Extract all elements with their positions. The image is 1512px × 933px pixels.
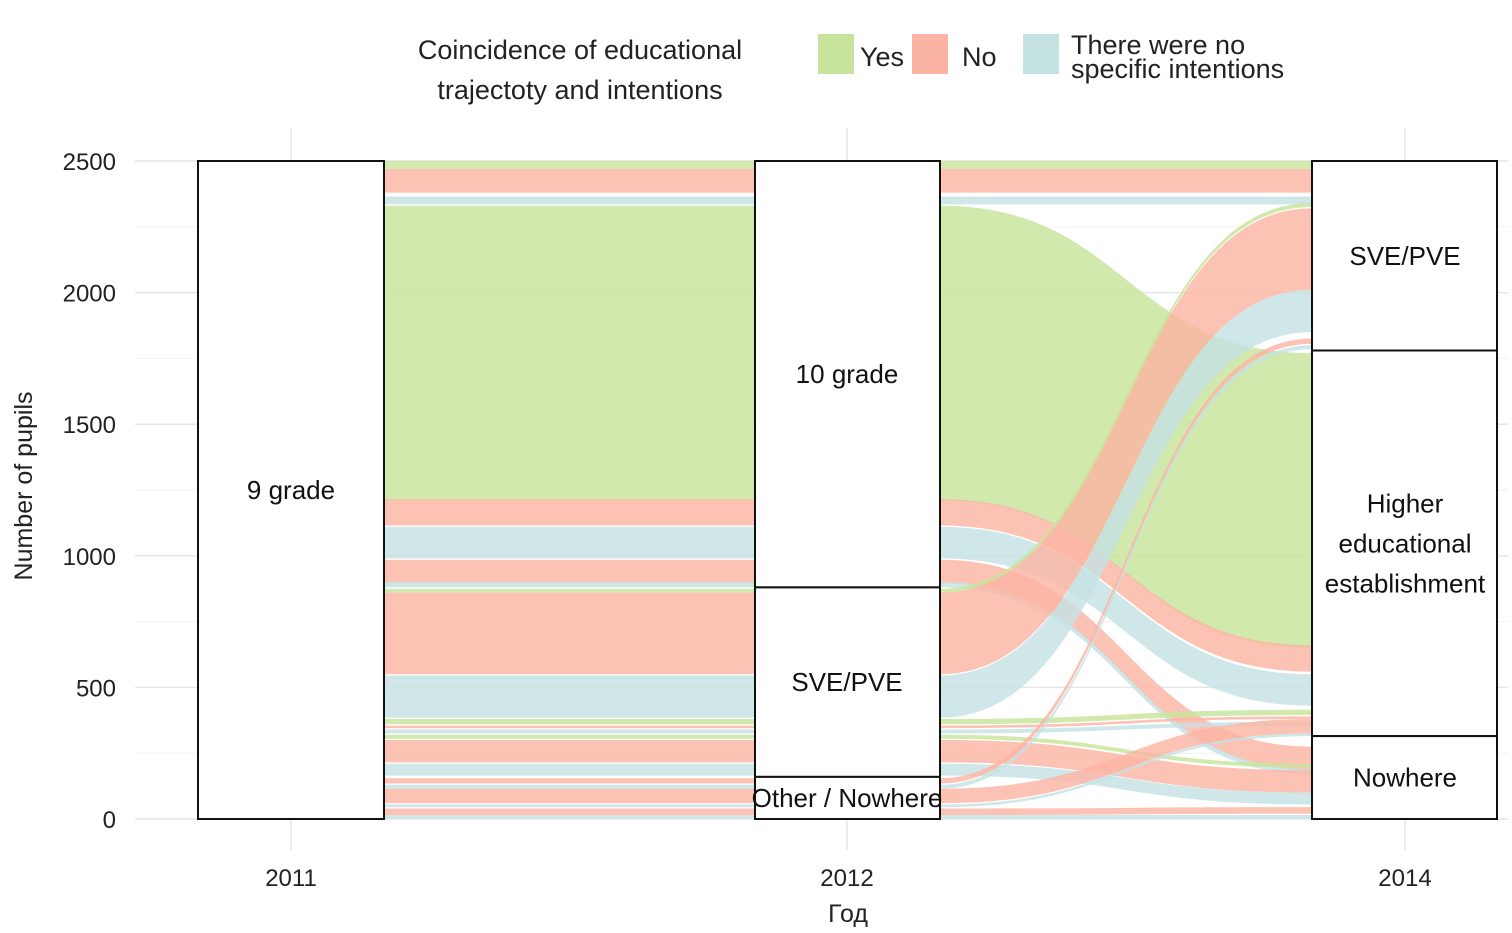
legend-swatch-yes [818,34,854,74]
y-tick-label: 2000 [63,281,116,308]
flow-no-segment-2 [940,499,1312,672]
y-tick-label: 500 [76,675,116,702]
legend-label-no: No [962,42,997,72]
flow-none-segment-1 [384,804,755,808]
stratum-label: Nowhere [1353,763,1457,793]
flow-no-segment-1 [384,778,755,784]
flow-none-segment-2 [940,196,1312,205]
flow-no-segment-2 [940,807,1312,816]
flow-no-segment-1 [384,725,755,729]
stratum-label: educational [1339,528,1472,558]
stratum-label: SVE/PVE [1349,241,1460,271]
flow-no-segment-1 [384,592,755,675]
flow-no-segment-2 [940,559,1312,771]
flow-none-segment-2 [940,763,1312,805]
legend-title-line-2: trajectoty and intentions [437,75,722,105]
flow-no-segment-1 [384,740,755,763]
y-tick-label: 0 [103,807,116,834]
stratum-label: Higher [1367,488,1444,518]
flow-none-segment-2 [940,582,1312,775]
flow-no-segment-2 [940,208,1312,675]
x-axis-ticks: 2011 2012 2014 [265,865,1432,892]
y-axis-ticks: 0 500 1000 1500 2000 2500 [63,149,116,834]
stratum-label: SVE/PVE [791,667,902,697]
flow-no-segment-2 [940,168,1312,193]
flow-none-segment-2 [940,345,1312,789]
legend-title-line-1: Coincidence of educational [418,35,742,65]
stratum-box [754,775,941,820]
stratum-label: 9 grade [247,475,335,505]
stratum-box [1311,735,1498,820]
y-tick-label: 1000 [63,544,116,571]
flow-none-segment-1 [384,582,755,588]
flow-no-segment-2 [940,716,1312,729]
flow-none-segment-1 [384,729,755,734]
y-tick-label: 1500 [63,412,116,439]
flow-no-segment-2 [940,718,1312,804]
legend-label-none: There were no [1071,30,1245,60]
y-tick-label: 2500 [63,149,116,176]
flow-none-segment-2 [940,815,1312,819]
flow-yes-segment-1 [384,161,755,169]
flow-yes-segment-2 [940,203,1312,593]
flow-none-segment-2 [940,733,1312,808]
stratum-box [754,160,941,589]
flow-yes-segment-2 [940,734,1312,768]
flow-none-segment-1 [384,815,755,819]
stratum-box [1311,349,1498,738]
legend: Coincidence of educational trajectoty an… [418,30,1284,105]
legend-label-yes: Yes [860,42,904,72]
stratum-label: Other / Nowhere [752,783,943,813]
flow-no-segment-1 [384,788,755,804]
flow-yes-segment-1 [384,718,755,725]
legend-label-none: specific intentions [1071,54,1284,84]
stratum-box [754,586,941,778]
legend-swatch-no [912,34,948,74]
flow-yes-segment-1 [384,588,755,593]
legend-swatch-none [1023,34,1059,74]
flow-none-segment-2 [940,289,1312,718]
flow-no-segment-1 [384,499,755,526]
stratum-label: 10 grade [796,359,899,389]
flow-no-segment-2 [940,338,1312,784]
stratum-box [197,160,385,820]
stratum-box [1311,160,1498,352]
flow-none-segment-1 [384,526,755,559]
flow-no-segment-1 [384,168,755,193]
flow-none-segment-1 [384,196,755,205]
flow-none-segment-2 [940,721,1312,734]
flow-no-segment-1 [384,559,755,584]
x-tick-label: 2011 [265,865,317,892]
flow-no-segment-1 [384,808,755,816]
strata: 9 grade 10 grade SVE/PVE Other / Nowhere SVE… [197,160,1498,820]
flow-yes-segment-2 [940,709,1312,725]
x-axis-label: Год [828,900,868,928]
stratum-label: establishment [1325,568,1486,598]
flow-yes-segment-2 [940,161,1312,169]
flow-none-segment-1 [384,675,755,718]
flow-none-segment-1 [384,784,755,789]
flow-yes-segment-1 [384,734,755,739]
flow-none-segment-1 [384,763,755,776]
y-axis-label: Number of pupils [10,392,38,581]
flow-yes-segment-1 [384,205,755,501]
x-tick-label: 2014 [1378,865,1431,892]
x-tick-label: 2012 [820,865,873,892]
flows [384,161,1312,819]
